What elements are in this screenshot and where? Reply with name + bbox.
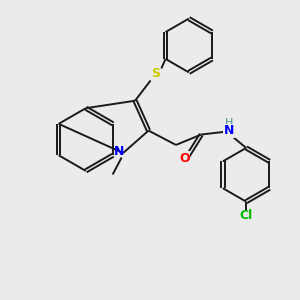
Text: N: N <box>114 145 124 158</box>
Text: Cl: Cl <box>239 209 253 223</box>
Text: N: N <box>224 124 234 137</box>
Text: O: O <box>179 152 190 165</box>
Text: S: S <box>152 68 160 80</box>
Text: H: H <box>225 118 233 128</box>
